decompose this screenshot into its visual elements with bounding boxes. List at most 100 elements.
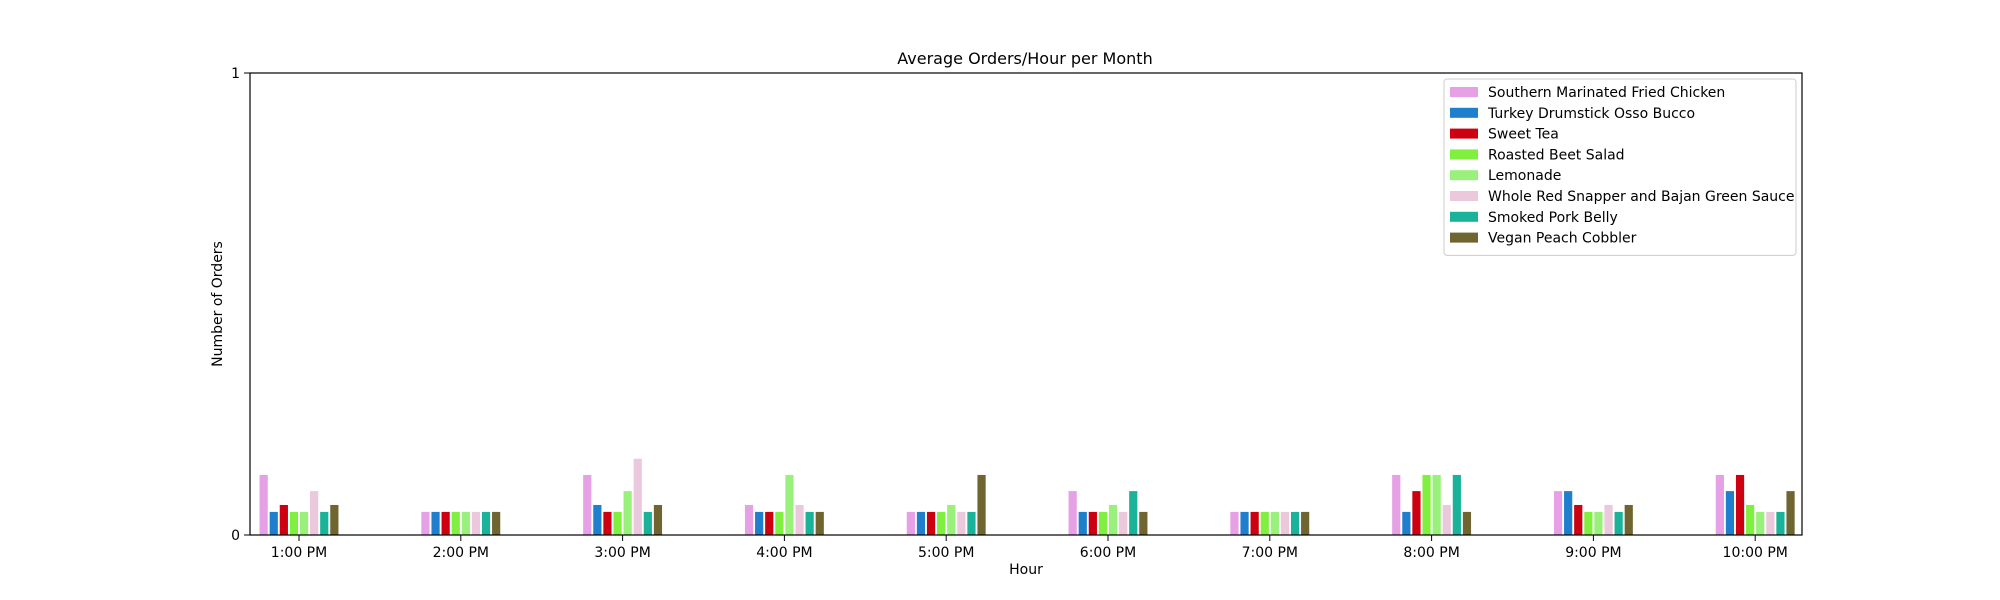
bar — [1250, 511, 1259, 535]
bar — [431, 511, 440, 535]
x-tick-label: 4:00 PM — [756, 545, 812, 561]
bar — [330, 504, 339, 535]
bar — [1240, 511, 1249, 535]
bar — [1574, 504, 1583, 535]
bar — [815, 511, 824, 535]
bar — [1078, 511, 1087, 535]
bar — [259, 474, 268, 535]
legend-label: Roasted Beet Salad — [1488, 147, 1625, 163]
y-tick-label: 0 — [231, 528, 240, 544]
legend: Southern Marinated Fried Chicken Turkey D… — [1443, 78, 1797, 256]
bar — [1392, 474, 1401, 535]
legend-swatch — [1450, 149, 1478, 160]
bar — [1715, 474, 1724, 535]
bar — [1614, 511, 1623, 535]
bar — [785, 474, 794, 535]
bar — [481, 511, 491, 535]
legend-label: Sweet Tea — [1488, 127, 1559, 143]
bar — [1230, 511, 1239, 535]
legend-label: Southern Marinated Fried Chicken — [1488, 85, 1725, 101]
bar — [1594, 511, 1603, 535]
bar — [299, 511, 309, 535]
bar — [805, 511, 814, 535]
bar — [603, 511, 612, 535]
bar — [1564, 491, 1573, 535]
bar — [755, 511, 764, 535]
bar — [593, 504, 602, 535]
bar — [1604, 504, 1613, 535]
bar — [1442, 504, 1451, 535]
bar — [1260, 511, 1269, 535]
bars-group — [259, 458, 1795, 535]
bar — [1098, 511, 1108, 535]
x-axis-label: Hour — [1009, 562, 1043, 578]
bar — [926, 511, 936, 535]
bar — [1735, 474, 1745, 535]
bar — [906, 511, 915, 535]
bar — [320, 511, 329, 535]
bar — [1402, 511, 1411, 535]
bar — [1452, 474, 1461, 535]
x-tick-label: 7:00 PM — [1242, 545, 1298, 561]
bar — [279, 504, 288, 535]
legend-label: Vegan Peach Cobbler — [1488, 231, 1637, 247]
y-axis-label: Number of Orders — [210, 241, 226, 367]
legend-swatch — [1450, 232, 1478, 243]
bar — [623, 491, 632, 535]
bar — [1290, 511, 1300, 535]
x-ticks: 1:00 PM 2:00 PM 3:00 PM 4:00 PM 5:00 PM 6:00 … — [271, 535, 1788, 561]
legend-swatch — [1450, 170, 1478, 181]
bar — [947, 504, 956, 535]
bar — [583, 474, 592, 535]
bar — [1584, 511, 1593, 535]
bar — [1280, 511, 1290, 535]
x-tick-label: 1:00 PM — [271, 545, 327, 561]
bar — [1462, 511, 1472, 535]
bar — [1432, 474, 1441, 535]
bar — [1766, 511, 1775, 535]
bar — [492, 511, 501, 535]
bar — [1108, 504, 1118, 535]
bar — [916, 511, 926, 535]
x-tick-label: 6:00 PM — [1080, 545, 1136, 561]
legend-swatch — [1450, 191, 1478, 201]
legend-swatch — [1450, 107, 1478, 118]
bar — [1624, 504, 1633, 535]
x-tick-label: 5:00 PM — [918, 545, 974, 561]
bar — [1119, 511, 1128, 535]
x-tick-label: 3:00 PM — [594, 545, 650, 561]
bar — [451, 511, 460, 535]
y-tick-label: 1 — [231, 66, 240, 82]
bar — [1746, 504, 1755, 535]
bar — [653, 504, 663, 535]
legend-label: Smoked Pork Belly — [1488, 210, 1618, 226]
x-tick-label: 9:00 PM — [1565, 545, 1621, 561]
bar — [957, 511, 966, 535]
bar — [1139, 511, 1148, 535]
legend-label: Lemonade — [1488, 168, 1561, 184]
bar — [1776, 511, 1785, 535]
bar — [1301, 511, 1310, 535]
bar — [471, 511, 481, 535]
legend-label: Turkey Drumstick Osso Bucco — [1487, 106, 1695, 122]
bar — [1553, 491, 1563, 535]
bar — [461, 511, 470, 535]
bar — [1129, 491, 1138, 535]
bar — [967, 511, 976, 535]
legend-swatch — [1450, 87, 1478, 97]
bar — [633, 458, 642, 535]
x-tick-label: 8:00 PM — [1403, 545, 1459, 561]
bar — [744, 504, 754, 535]
x-tick-label: 10:00 PM — [1723, 545, 1788, 561]
x-tick-label: 2:00 PM — [433, 545, 489, 561]
bar — [1412, 491, 1421, 535]
chart-title: Average Orders/Hour per Month — [897, 49, 1152, 68]
bar — [1088, 511, 1097, 535]
legend-swatch — [1450, 211, 1478, 222]
plot-frame — [249, 72, 1803, 536]
legend-frame — [1443, 78, 1797, 256]
bar — [441, 511, 450, 535]
bar — [613, 511, 622, 535]
bar — [310, 491, 319, 535]
